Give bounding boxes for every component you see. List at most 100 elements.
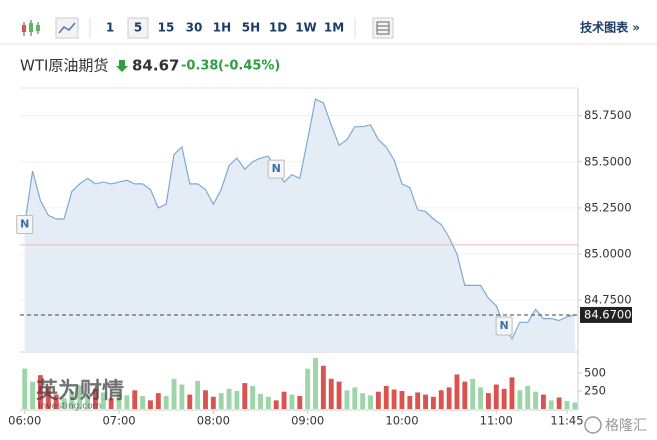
interval-button[interactable]: 1H	[213, 21, 231, 35]
volume-bar	[30, 381, 36, 409]
volume-bar	[454, 374, 460, 409]
volume-bar	[548, 400, 554, 409]
volume-bar	[501, 388, 507, 409]
volume-bar	[116, 393, 122, 409]
volume-bar	[265, 396, 271, 409]
tech-chart-link[interactable]: 技术图表 »	[580, 20, 640, 35]
candle-icon[interactable]	[22, 20, 40, 36]
volume-bar	[336, 381, 342, 409]
y-tick-label: 85.5000	[584, 154, 632, 168]
volume-bar	[203, 390, 208, 409]
volume-bar	[564, 401, 570, 409]
volume-bar	[525, 385, 531, 409]
interval-button[interactable]: 30	[186, 21, 203, 35]
interval-button[interactable]: 5H	[242, 21, 260, 35]
interval-button[interactable]: 15	[158, 21, 175, 35]
watermark: 英为财情	[36, 378, 124, 404]
volume-bar	[187, 394, 193, 409]
volume-bar	[540, 394, 546, 409]
watermark: Investing.com	[38, 402, 101, 412]
x-tick-label: 06:00	[8, 414, 41, 428]
current-price-label: 84.6700	[584, 307, 632, 321]
interval-button[interactable]: 1	[106, 21, 114, 35]
volume-bar	[218, 393, 224, 409]
volume-bar	[140, 396, 146, 409]
down-arrow	[116, 60, 128, 72]
volume-bar	[234, 391, 240, 409]
y-tick-label: 85.7500	[584, 108, 632, 122]
news-marker[interactable]	[16, 215, 34, 235]
volume-bar	[517, 390, 523, 409]
change-pct: (-0.45%)	[218, 59, 280, 74]
volume-bar	[297, 396, 303, 409]
volume-bar	[391, 389, 397, 409]
watermark-icon	[584, 416, 602, 434]
news-marker[interactable]	[495, 316, 513, 336]
volume-bar	[195, 380, 201, 409]
volume-bar	[45, 387, 51, 409]
news-marker-label[interactable]: N	[272, 162, 281, 175]
interval-button[interactable]: 1M	[324, 21, 344, 35]
volume-bar	[438, 390, 444, 409]
y-tick-label: 84.7500	[584, 293, 632, 307]
area	[24, 99, 575, 352]
volume-bar	[179, 384, 185, 409]
x-tick-label: 08:00	[197, 414, 230, 428]
volume-bar	[446, 387, 452, 409]
current-price-box	[580, 306, 632, 323]
volume-tick-label: 500	[584, 366, 606, 380]
volume-bar	[423, 394, 428, 409]
volume-bar	[155, 393, 161, 409]
news-marker-label[interactable]: N	[20, 218, 29, 231]
x-tick-label: 09:00	[291, 414, 324, 428]
volume-bar	[415, 392, 421, 409]
volume-bar	[108, 398, 114, 409]
volume-bar	[375, 391, 381, 409]
volume-bar	[320, 365, 326, 409]
interval-button[interactable]: 1W	[295, 21, 317, 35]
volume-bar	[281, 391, 287, 409]
change: -0.38	[181, 59, 218, 74]
volume-bar	[572, 402, 578, 409]
volume-bar	[53, 394, 59, 409]
news-marker[interactable]	[267, 159, 285, 179]
volume-bar	[470, 378, 476, 409]
volume-bar	[171, 378, 177, 409]
volume-bar	[289, 394, 295, 409]
volume-bar	[69, 391, 75, 409]
volume-bar	[344, 390, 350, 409]
volume-bar	[226, 388, 232, 409]
volume-bar	[93, 388, 98, 409]
price: 84.67	[132, 57, 179, 75]
instrument-name: WTI原油期货	[20, 57, 108, 75]
watermark: 格隆汇	[605, 418, 647, 434]
table-icon[interactable]	[372, 17, 394, 39]
volume-bar	[478, 387, 483, 409]
volume-bar	[163, 396, 169, 409]
volume-bar	[258, 393, 263, 409]
y-tick-label: 85.2500	[584, 200, 632, 214]
x-tick-label: 10:00	[385, 414, 418, 428]
volume-bar	[485, 393, 491, 409]
news-marker-label[interactable]: N	[500, 319, 509, 332]
volume-tick-label: 250	[584, 384, 606, 398]
volume-bar	[22, 368, 28, 409]
volume-bar	[556, 397, 562, 409]
volume-bar	[493, 384, 499, 409]
line-icon[interactable]	[55, 17, 79, 39]
volume-bar	[313, 357, 318, 409]
volume-bar	[360, 393, 366, 409]
interval-button[interactable]: 1D	[269, 21, 287, 35]
volume-bar	[85, 396, 91, 409]
volume-bar	[100, 392, 106, 409]
volume-bar	[37, 375, 43, 409]
volume-bar	[148, 400, 153, 409]
volume-bar	[407, 396, 413, 409]
volume-bar	[305, 368, 311, 409]
volume-bar	[533, 391, 538, 409]
volume-bar	[462, 381, 468, 409]
interval-button[interactable]: 5	[134, 21, 142, 35]
volume-bar	[383, 385, 389, 409]
